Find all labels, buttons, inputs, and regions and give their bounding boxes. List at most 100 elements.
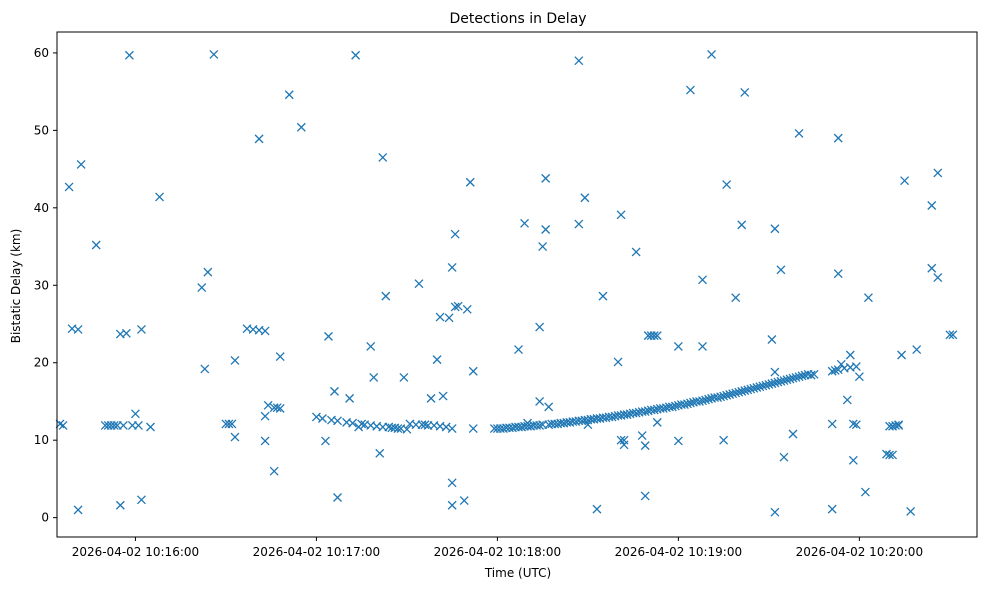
data-point [833, 269, 843, 279]
data-point [447, 478, 457, 488]
data-point [324, 331, 333, 341]
data-point [520, 218, 530, 228]
data-point [366, 342, 376, 351]
data-point [779, 452, 789, 462]
data-point [459, 496, 469, 506]
data-point [447, 263, 457, 272]
x-tick-label: 2026-04-02 10:18:00 [434, 545, 561, 559]
data-point [722, 180, 732, 190]
data-point [538, 242, 548, 252]
data-point [640, 491, 650, 501]
data-point [794, 129, 804, 138]
data-point [230, 355, 240, 365]
data-point [320, 436, 330, 446]
data-point [574, 56, 584, 66]
y-axis-label: Bistatic Delay (km) [9, 229, 23, 344]
data-point [535, 322, 545, 332]
data-point [402, 424, 412, 434]
data-point [574, 219, 584, 229]
data-point [640, 441, 650, 451]
data-point [73, 505, 83, 515]
data-point [707, 50, 717, 59]
data-point [770, 224, 780, 234]
data-point [369, 372, 379, 382]
data-point [76, 159, 86, 169]
x-tick-label: 2026-04-02 10:20:00 [796, 545, 923, 559]
data-point [848, 419, 858, 429]
data-point [333, 493, 342, 502]
data-point [933, 273, 943, 282]
data-point [592, 504, 602, 514]
data-point [945, 330, 955, 340]
data-point [375, 448, 385, 458]
data-points [55, 50, 958, 517]
data-point [357, 419, 367, 429]
data-point [613, 357, 623, 367]
data-point [652, 417, 662, 427]
data-point [770, 367, 780, 377]
data-point [381, 291, 391, 301]
data-point [399, 372, 409, 382]
data-point [447, 500, 457, 510]
data-point [649, 331, 659, 341]
data-point [133, 421, 143, 430]
data-point [136, 495, 146, 505]
y-tick-label: 0 [41, 511, 49, 525]
x-tick-label: 2026-04-02 10:16:00 [72, 545, 199, 559]
data-point [885, 450, 894, 460]
data-point [426, 393, 436, 403]
data-point [888, 450, 898, 460]
y-tick-label: 40 [34, 201, 49, 215]
data-point [652, 331, 662, 341]
data-point [698, 275, 707, 285]
data-point [541, 173, 551, 183]
y-tick-label: 10 [34, 433, 49, 447]
data-point [719, 435, 729, 445]
data-point [438, 391, 448, 401]
data-point [260, 326, 270, 336]
plot-background [57, 32, 977, 537]
data-point [927, 201, 937, 210]
data-point [673, 436, 683, 446]
data-point [272, 403, 282, 413]
data-point [541, 225, 551, 234]
data-point [260, 436, 270, 446]
data-point [435, 312, 445, 322]
data-point [109, 421, 119, 430]
chart-title: Detections in Delay [449, 11, 586, 27]
y-tick-label: 60 [34, 46, 49, 60]
data-point [535, 421, 545, 430]
data-point [806, 370, 816, 380]
data-point [833, 133, 843, 143]
data-point [330, 386, 339, 396]
data-point [848, 455, 858, 465]
data-point [731, 293, 741, 303]
data-point [393, 424, 403, 434]
data-point [535, 396, 545, 406]
data-point [863, 293, 873, 303]
data-point [224, 419, 234, 429]
data-point [827, 504, 837, 514]
data-point [616, 435, 626, 445]
data-point [673, 342, 683, 351]
data-point [450, 302, 460, 312]
data-point [284, 90, 294, 100]
data-point [73, 324, 83, 334]
data-point [378, 153, 388, 162]
data-point [136, 324, 146, 334]
data-point [209, 50, 219, 59]
data-point [200, 364, 210, 374]
data-point [788, 429, 798, 439]
data-point [845, 350, 855, 360]
data-point [203, 267, 213, 277]
data-point [851, 420, 861, 430]
data-point [767, 335, 777, 344]
data-point [444, 313, 454, 323]
x-tick-label: 2026-04-02 10:17:00 [253, 545, 380, 559]
data-point [317, 414, 327, 423]
data-point [146, 422, 155, 432]
data-point [121, 328, 131, 338]
y-tick-label: 20 [34, 356, 49, 370]
